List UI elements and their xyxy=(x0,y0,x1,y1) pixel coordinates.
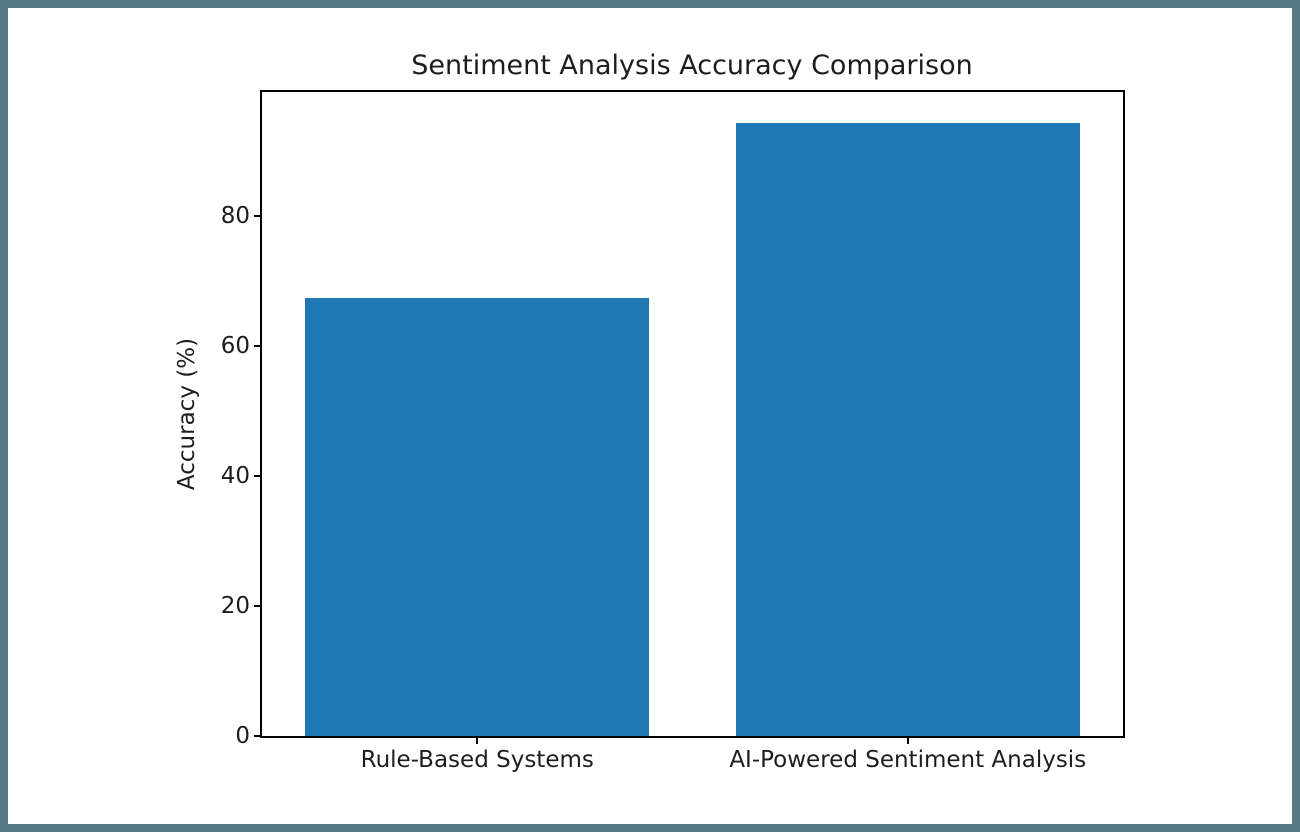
y-tick-label: 0 xyxy=(235,723,250,749)
y-tick-label: 60 xyxy=(220,332,250,359)
bar-rule-based-systems xyxy=(305,297,650,736)
y-tick-label: 80 xyxy=(220,202,250,229)
x-tick-mark xyxy=(906,736,909,744)
x-tick-mark xyxy=(476,736,479,744)
y-tick-mark xyxy=(254,735,262,737)
chart-title: Sentiment Analysis Accuracy Comparison xyxy=(411,50,973,81)
y-tick-mark xyxy=(254,604,262,607)
y-tick-mark xyxy=(254,214,262,217)
y-tick-mark xyxy=(254,474,262,477)
bar-ai-powered-sentiment-analysis xyxy=(735,122,1080,736)
y-tick-label: 20 xyxy=(220,592,250,619)
y-tick-label: 40 xyxy=(220,462,250,489)
y-tick-mark xyxy=(254,344,262,347)
x-tick-label-ai-powered-sentiment-analysis: AI-Powered Sentiment Analysis xyxy=(729,747,1087,773)
figure-canvas: Sentiment Analysis Accuracy Comparison A… xyxy=(8,8,1292,824)
x-tick-label-rule-based-systems: Rule-Based Systems xyxy=(360,747,594,773)
